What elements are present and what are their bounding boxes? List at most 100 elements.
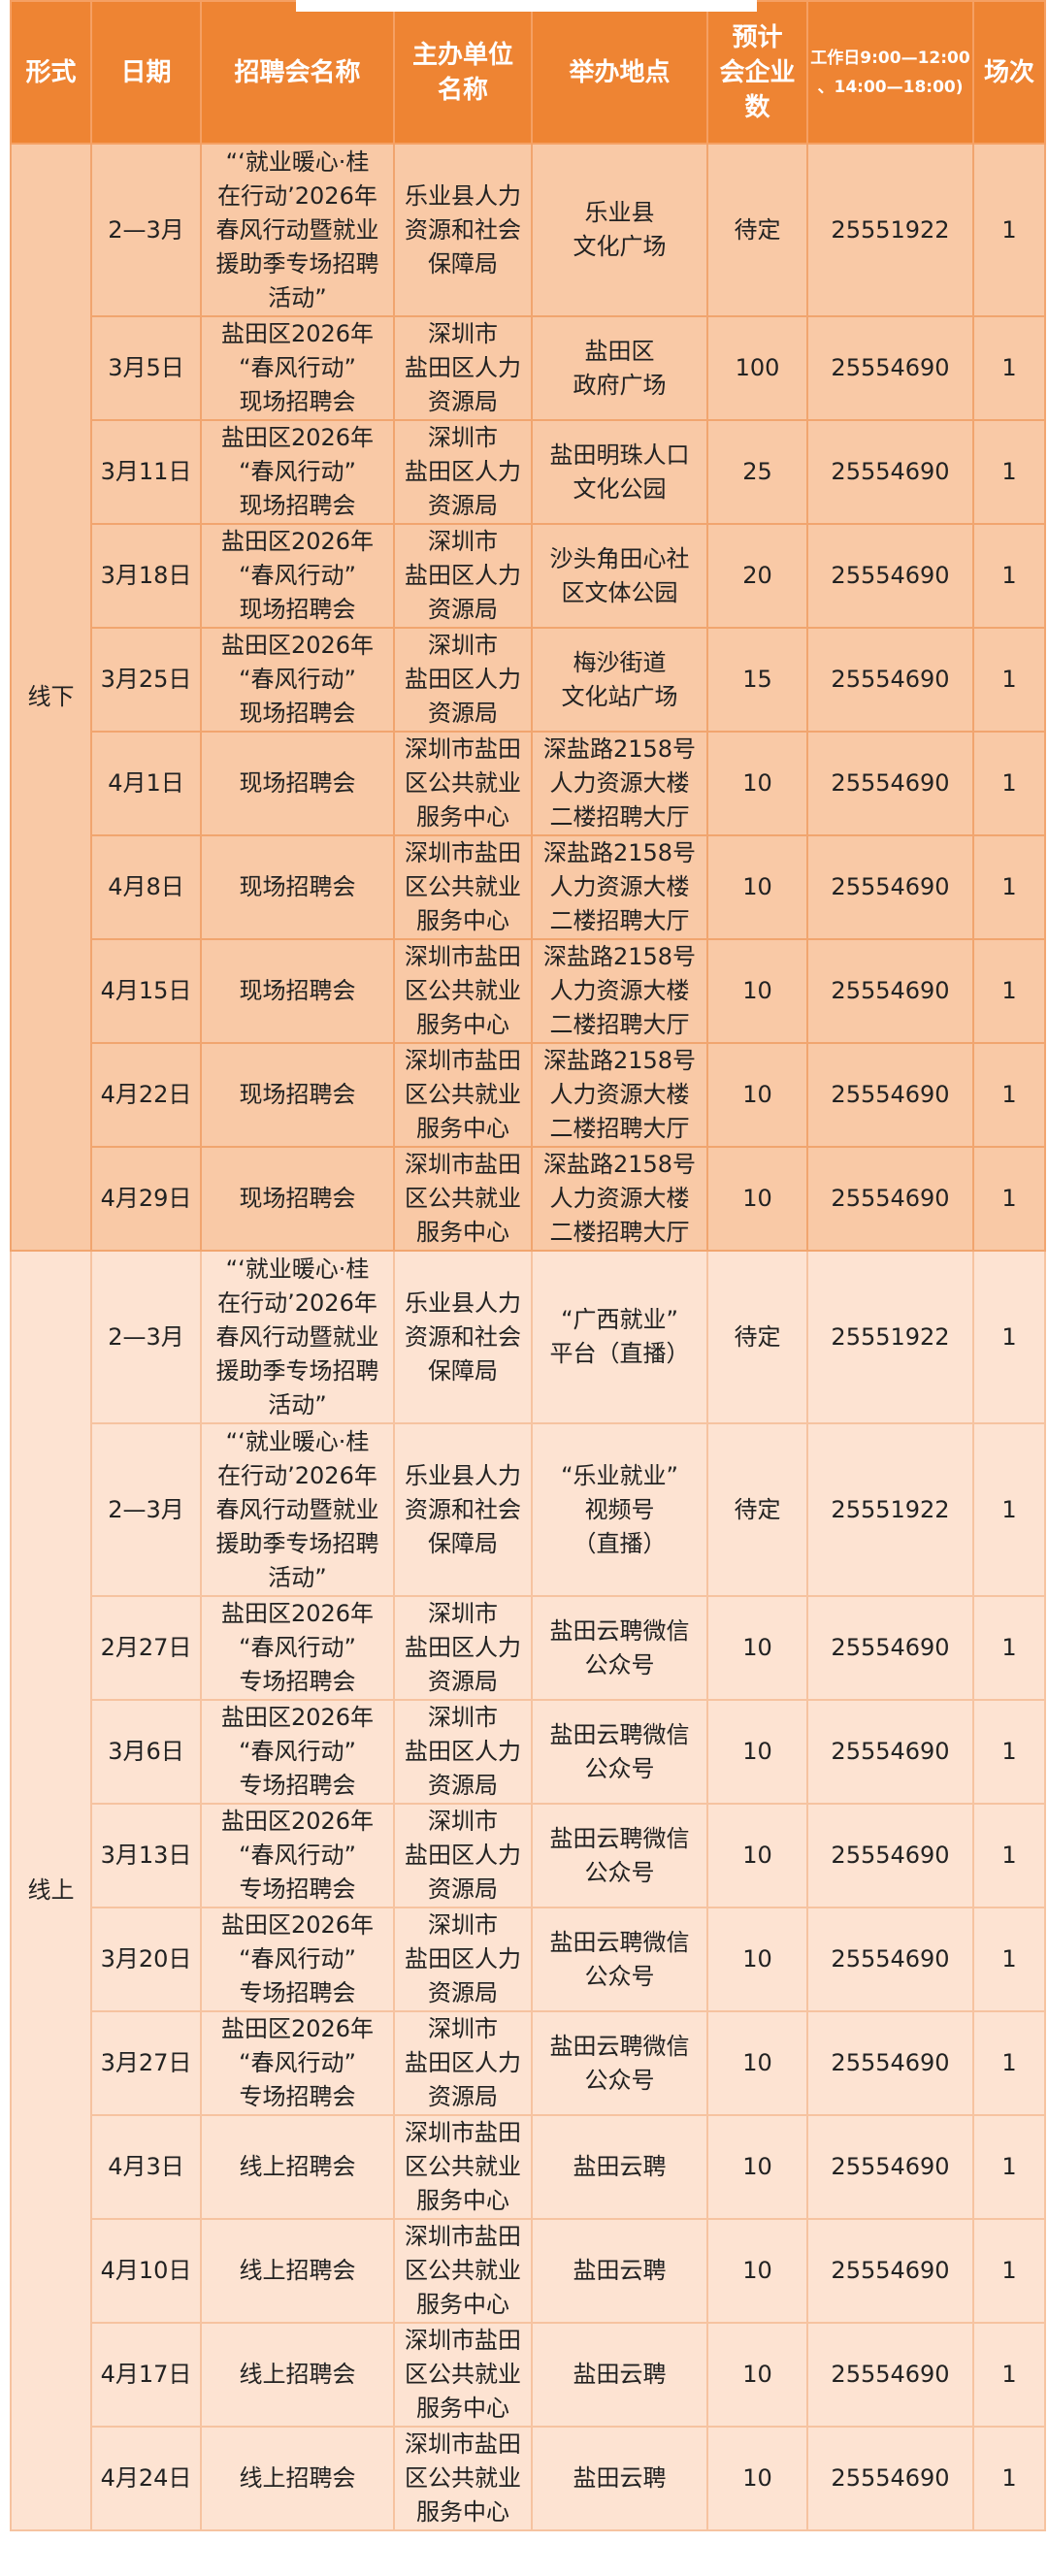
table-row: 3月25日 盐田区2026年 “春风行动” 现场招聘会 深圳市 盐田区人力 资源局梅… bbox=[11, 627, 1046, 733]
table-row: 2—3月 “‘就业暖心·桂 在行动’2026年 春风行动暨就业 援助季专场招聘 活… bbox=[11, 1422, 1046, 1597]
header-top-gap bbox=[296, 0, 757, 12]
fair-name-cell: “‘就业暖心·桂 在行动’2026年 春风行动暨就业 援助季专场招聘 活动” bbox=[200, 1422, 395, 1597]
table-row: 3月6日 盐田区2026年 “春风行动” 专场招聘会 深圳市 盐田区人力 资源局 盐田… bbox=[11, 1699, 1046, 1805]
table-row: 3月27日 盐田区2026年 “春风行动” 专场招聘会 深圳市 盐田区人力 资源局盐… bbox=[11, 2010, 1046, 2116]
job-fair-schedule-table: 形式 日期 招聘会名称 主办单位 名称 举办地点 预计 会企业 数 工作日9:0… bbox=[10, 0, 1046, 2531]
company-count-cell: 10 bbox=[706, 1803, 808, 1908]
table-row: 3月20日 盐田区2026年 “春风行动” 专场招聘会 深圳市 盐田区人力 资源局盐… bbox=[11, 1907, 1046, 2012]
sessions-cell: 1 bbox=[972, 1250, 1046, 1424]
fair-name-cell: 现场招聘会 bbox=[200, 1146, 395, 1252]
sessions-cell: 1 bbox=[972, 627, 1046, 733]
organizer-cell: 深圳市 盐田区人力 资源局 bbox=[393, 419, 533, 525]
company-count-cell: 10 bbox=[706, 731, 808, 836]
date-cell: 3月5日 bbox=[90, 315, 202, 421]
company-count-cell: 10 bbox=[706, 2322, 808, 2428]
phone-cell: 25554690 bbox=[806, 627, 974, 733]
phone-cell: 25554690 bbox=[806, 315, 974, 421]
date-cell: 4月1日 bbox=[90, 731, 202, 836]
sessions-cell: 1 bbox=[972, 731, 1046, 836]
date-cell: 3月11日 bbox=[90, 419, 202, 525]
phone-cell: 25554690 bbox=[806, 1595, 974, 1701]
phone-cell: 25554690 bbox=[806, 2114, 974, 2220]
organizer-cell: 深圳市 盐田区人力 资源局 bbox=[393, 523, 533, 629]
organizer-cell: 深圳市盐田 区公共就业 服务中心 bbox=[393, 1146, 533, 1252]
venue-cell: 盐田云聘 bbox=[531, 2426, 708, 2531]
venue-cell: 盐田云聘 bbox=[531, 2114, 708, 2220]
fair-name-cell: 盐田区2026年 “春风行动” 现场招聘会 bbox=[200, 315, 395, 421]
offline-group: 线下 2—3月 “‘就业暖心·桂 在行动’2026年 春风行动暨就业 援助季专场招聘… bbox=[10, 143, 1046, 1252]
table-row: 4月24日 线上招聘会 深圳市盐田 区公共就业 服务中心 盐田云聘 10 25554690… bbox=[11, 2426, 1046, 2531]
table-row: 2月27日 盐田区2026年 “春风行动” 专场招聘会 深圳市 盐田区人力 资源局盐… bbox=[11, 1595, 1046, 1701]
organizer-cell: 深圳市盐田 区公共就业 服务中心 bbox=[393, 2114, 533, 2220]
company-count-cell: 20 bbox=[706, 523, 808, 629]
company-count-cell: 10 bbox=[706, 1699, 808, 1805]
phone-cell: 25554690 bbox=[806, 1042, 974, 1148]
venue-cell: 深盐路2158号 人力资源大楼 二楼招聘大厅 bbox=[531, 938, 708, 1044]
company-count-cell: 15 bbox=[706, 627, 808, 733]
date-cell: 4月22日 bbox=[90, 1042, 202, 1148]
table-row: 4月10日 线上招聘会 深圳市盐田 区公共就业 服务中心 盐田云聘 10 25554690… bbox=[11, 2218, 1046, 2324]
fair-name-cell: 线上招聘会 bbox=[200, 2426, 395, 2531]
date-cell: 3月6日 bbox=[90, 1699, 202, 1805]
company-count-cell: 10 bbox=[706, 938, 808, 1044]
fair-name-cell: “‘就业暖心·桂 在行动’2026年 春风行动暨就业 援助季专场招聘 活动” bbox=[200, 1250, 395, 1424]
venue-cell: 梅沙街道 文化站广场 bbox=[531, 627, 708, 733]
fair-name-cell: 现场招聘会 bbox=[200, 731, 395, 836]
sessions-cell: 1 bbox=[972, 2426, 1046, 2531]
phone-cell: 25554690 bbox=[806, 1699, 974, 1805]
company-count-cell: 100 bbox=[706, 315, 808, 421]
table-row: 4月29日 现场招聘会 深圳市盐田 区公共就业 服务中心 深盐路2158号 人力资源大… bbox=[11, 1146, 1046, 1252]
fair-name-cell: 线上招聘会 bbox=[200, 2114, 395, 2220]
sessions-cell: 1 bbox=[972, 1699, 1046, 1805]
date-cell: 4月29日 bbox=[90, 1146, 202, 1252]
date-cell: 4月3日 bbox=[90, 2114, 202, 2220]
venue-cell: 盐田云聘微信 公众号 bbox=[531, 1699, 708, 1805]
sessions-cell: 1 bbox=[972, 2218, 1046, 2324]
phone-cell: 25554690 bbox=[806, 731, 974, 836]
header-row: 形式 日期 招聘会名称 主办单位 名称 举办地点 预计 会企业 数 工作日9:0… bbox=[10, 0, 1046, 145]
header-phone: 工作日9:00—12:00 、14:00—18:00) bbox=[806, 0, 974, 145]
fair-name-cell: 盐田区2026年 “春风行动” 专场招聘会 bbox=[200, 2010, 395, 2116]
date-cell: 4月15日 bbox=[90, 938, 202, 1044]
date-cell: 3月20日 bbox=[90, 1907, 202, 2012]
phone-cell: 25554690 bbox=[806, 2322, 974, 2428]
company-count-cell: 10 bbox=[706, 834, 808, 940]
date-cell: 4月24日 bbox=[90, 2426, 202, 2531]
phone-cell: 25554690 bbox=[806, 834, 974, 940]
company-count-cell: 10 bbox=[706, 1595, 808, 1701]
organizer-cell: 深圳市 盐田区人力 资源局 bbox=[393, 627, 533, 733]
venue-cell: 盐田云聘微信 公众号 bbox=[531, 1907, 708, 2012]
table-row: 3月11日 盐田区2026年 “春风行动” 现场招聘会 深圳市 盐田区人力 资源局盐… bbox=[11, 419, 1046, 525]
venue-cell: 深盐路2158号 人力资源大楼 二楼招聘大厅 bbox=[531, 1042, 708, 1148]
sessions-cell: 1 bbox=[972, 2114, 1046, 2220]
sessions-cell: 1 bbox=[972, 1595, 1046, 1701]
venue-cell: 乐业县 文化广场 bbox=[531, 143, 708, 317]
table-row: 4月3日 线上招聘会 深圳市盐田 区公共就业 服务中心 盐田云聘 10 25554690 1 bbox=[11, 2114, 1046, 2220]
phone-cell: 25554690 bbox=[806, 1146, 974, 1252]
company-count-cell: 待定 bbox=[706, 143, 808, 317]
organizer-cell: 乐业县人力 资源和社会 保障局 bbox=[393, 143, 533, 317]
phone-cell: 25554690 bbox=[806, 1803, 974, 1908]
fair-name-cell: 盐田区2026年 “春风行动” 专场招聘会 bbox=[200, 1907, 395, 2012]
table-row: 4月22日 现场招聘会 深圳市盐田 区公共就业 服务中心 深盐路2158号 人力资源大… bbox=[11, 1042, 1046, 1148]
table-row: 4月15日 现场招聘会 深圳市盐田 区公共就业 服务中心 深盐路2158号 人力资源大… bbox=[11, 938, 1046, 1044]
sessions-cell: 1 bbox=[972, 1907, 1046, 2012]
company-count-cell: 10 bbox=[706, 2114, 808, 2220]
date-cell: 4月8日 bbox=[90, 834, 202, 940]
sessions-cell: 1 bbox=[972, 1146, 1046, 1252]
table-row: 3月18日 盐田区2026年 “春风行动” 现场招聘会 深圳市 盐田区人力 资源局沙… bbox=[11, 523, 1046, 629]
venue-cell: 深盐路2158号 人力资源大楼 二楼招聘大厅 bbox=[531, 731, 708, 836]
table-row: 4月8日 现场招聘会 深圳市盐田 区公共就业 服务中心 深盐路2158号 人力资源大楼… bbox=[11, 834, 1046, 940]
phone-cell: 25554690 bbox=[806, 2010, 974, 2116]
fair-name-cell: 盐田区2026年 “春风行动” 专场招聘会 bbox=[200, 1803, 395, 1908]
company-count-cell: 10 bbox=[706, 1042, 808, 1148]
sessions-cell: 1 bbox=[972, 315, 1046, 421]
organizer-cell: 深圳市盐田 区公共就业 服务中心 bbox=[393, 938, 533, 1044]
venue-cell: 深盐路2158号 人力资源大楼 二楼招聘大厅 bbox=[531, 834, 708, 940]
date-cell: 4月17日 bbox=[90, 2322, 202, 2428]
venue-cell: 盐田云聘微信 公众号 bbox=[531, 1595, 708, 1701]
venue-cell: “乐业就业” 视频号 （直播） bbox=[531, 1422, 708, 1597]
sessions-cell: 1 bbox=[972, 1803, 1046, 1908]
header-organizer: 主办单位 名称 bbox=[393, 0, 533, 145]
organizer-cell: 深圳市盐田 区公共就业 服务中心 bbox=[393, 2322, 533, 2428]
